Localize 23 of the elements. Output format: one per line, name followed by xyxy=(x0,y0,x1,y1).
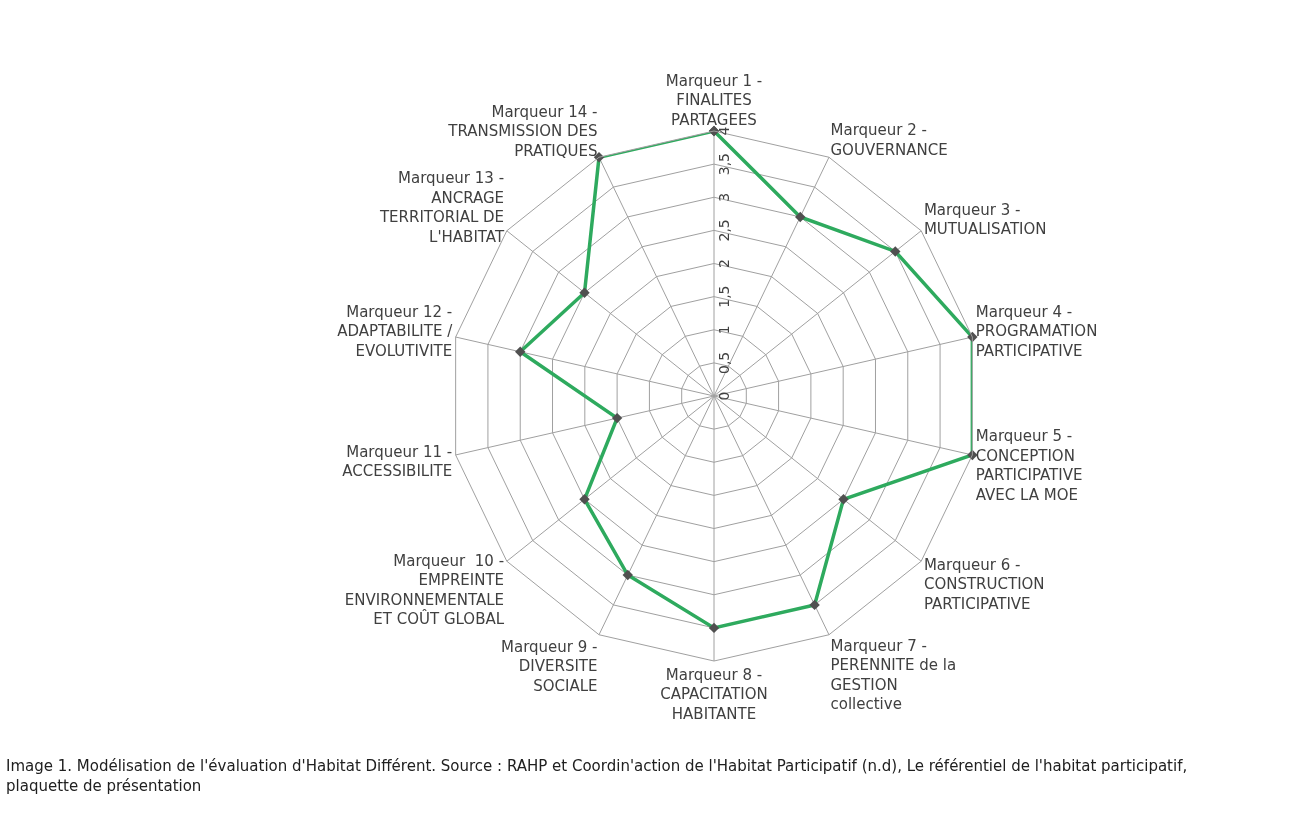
y-tick-label: 3,5 xyxy=(715,152,732,176)
y-tick-label: 0,5 xyxy=(715,351,732,374)
spoke-label: Marqueur 2 - GOUVERNANCE xyxy=(830,121,948,159)
y-tick-label: 2,5 xyxy=(715,219,732,242)
text: Image 1. Modélisation de l'évaluation d'Habitat Différent. Source : RAHP et Coordin'action de l'Habitat Participatif (n.d), Le référentiel de l'habitat participatif, plaquette de présentation xyxy=(6,757,1188,795)
y-tick-label: 4 xyxy=(715,126,732,136)
y-tick-label: 1,5 xyxy=(715,285,732,308)
spoke-label: Marqueur 5 - CONCEPTION PARTICIPATIVE AVEC LA MOE xyxy=(975,427,1083,504)
spoke-label: Marqueur 14 - TRANSMISSION DES PRATIQUES xyxy=(447,102,598,160)
spoke-label: Marqueur 13 - ANCRAGE TERRITORIAL DE L'HABITAT xyxy=(378,169,505,246)
spoke-label: Marqueur 9 - DIVERSITE SOCIALE xyxy=(501,637,598,695)
spoke-label: Marqueur 10 - EMPREINTE ENVIRONNEMENTALE ET COÛT GLOBAL xyxy=(344,551,505,629)
spoke-label: Marqueur 8 - CAPACITATION HABITANTE xyxy=(660,665,768,723)
spoke-label: Marqueur 4 - PROGRAMATION PARTICIPATIVE xyxy=(975,302,1098,360)
y-tick-label: 1 xyxy=(715,325,732,335)
y-tick-label: 0 xyxy=(715,391,732,401)
y-tick-label: 3 xyxy=(715,192,732,202)
spoke-label: Marqueur 12 - ADAPTABILITE / EVOLUTIVITE xyxy=(337,302,454,360)
spoke-label: Marqueur 11 - ACCESSIBILITE xyxy=(342,442,453,481)
spoke-label: Marqueur 6 - CONSTRUCTION PARTICIPATIVE xyxy=(923,555,1045,613)
spoke-label: Marqueur 7 - PERENNITE de la GESTION collective xyxy=(830,636,957,714)
y-tick-label: 2 xyxy=(715,259,732,268)
spoke-label: Marqueur 3 - MUTUALISATION xyxy=(923,201,1047,239)
